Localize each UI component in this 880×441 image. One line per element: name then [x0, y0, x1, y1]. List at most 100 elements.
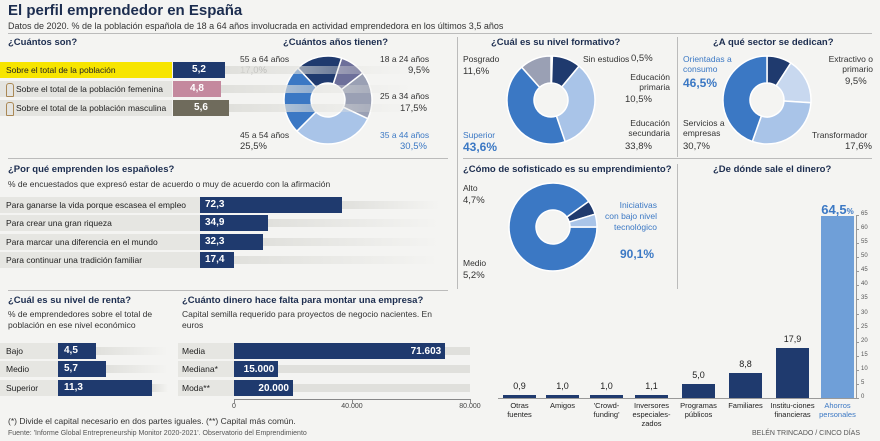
page-subtitle: Datos de 2020. % de la población español…: [8, 21, 504, 31]
porque-row-label: Para marcar una diferencia en el mundo: [6, 237, 158, 247]
renta-row: [0, 343, 58, 359]
edad-value-25: 17,5%: [400, 103, 427, 114]
dinero-value: 17,9: [783, 333, 802, 344]
renta-value: 4,5: [64, 345, 78, 356]
renta-row-label: Medio: [6, 364, 30, 374]
dinero-value: 1,1: [645, 380, 658, 391]
formativo-slice-3: [506, 66, 567, 145]
sof-label-medio: Medio: [463, 258, 487, 268]
form-label-primaria: Educación primaria: [630, 72, 670, 92]
cuantos-bar: 5,6: [173, 100, 229, 116]
renta-track: [105, 365, 168, 373]
dinero-cat-label: Familiares: [728, 401, 763, 410]
form-label-secundaria: Educación secundaria: [628, 118, 670, 138]
dinero-ytick-label: 25: [861, 323, 868, 330]
cuanto-row-label: Moda**: [182, 383, 210, 393]
sector-value-consumo: 46,5%: [683, 76, 718, 90]
form-value-sin: 0,5%: [631, 53, 653, 64]
dinero-bar: [682, 383, 715, 398]
dinero-value: 1,0: [556, 381, 569, 392]
sof-value-alto: 4,7%: [463, 195, 485, 206]
form-label-posgrado: Posgrado: [463, 54, 500, 64]
porque-row-label: Para crear una gran riqueza: [6, 218, 112, 228]
cuanto-row-label: Media: [182, 346, 206, 356]
porque-row-label: Para continuar una tradición familiar: [6, 255, 143, 265]
porque-track: [234, 256, 440, 264]
female-icon: [6, 83, 14, 97]
cuanto-track: [234, 384, 470, 392]
dinero-ytick: [856, 327, 859, 329]
sector-slice-2: [751, 100, 812, 145]
dinero-bar: [503, 395, 536, 398]
cuantos-row: Sobre el total de la población masculina: [0, 100, 172, 116]
dinero-ytick: [856, 271, 859, 273]
form-value-secundaria: 33,8%: [625, 141, 652, 152]
dinero-ytick-label: 45: [861, 267, 868, 274]
dinero-value: 0,9: [513, 381, 526, 392]
sector-label-transformador: Transformador: [812, 130, 868, 140]
renta-value: 5,7: [64, 363, 78, 374]
dinero-ytick: [856, 285, 859, 287]
male-icon: [6, 102, 14, 116]
dinero-cat-label: Programas públicos: [680, 401, 717, 419]
cuanto-row: [178, 343, 234, 359]
cuanto-tick: [352, 399, 353, 403]
cuanto-title: ¿Cuánto dinero hace falta para montar un…: [182, 295, 424, 306]
cuanto-bar: [234, 380, 293, 396]
sector-label-servicios: Servicios a empresas: [683, 118, 725, 138]
sector-value-extractivo: 9,5%: [845, 76, 867, 87]
dinero-cat-label: 'Crowd-funding': [593, 401, 620, 419]
renta-bar: [58, 361, 106, 377]
sof-value-bajo: 90,1%: [620, 247, 655, 261]
formativo-pie: [506, 55, 596, 145]
sofisticado-title: ¿Cómo de sofisticado es su emprendimient…: [463, 164, 672, 175]
dinero-cat-label: Institu-ciones financieras: [770, 401, 815, 419]
sector-label-extractivo: Extractivo o primario: [828, 54, 873, 74]
cuanto-value: 20.000: [258, 383, 289, 394]
dinero-ytick: [856, 299, 859, 301]
cuanto-row: [178, 361, 234, 377]
cuanto-value: 15.000: [243, 364, 275, 375]
source: Fuente: 'Informe Global Entrepreneurship…: [8, 430, 307, 437]
sector-title: ¿A qué sector se dedican?: [713, 37, 834, 48]
dinero-bar: [590, 395, 623, 398]
dinero-pct: %: [846, 207, 854, 217]
edad-label-35: 35 a 44 años: [380, 130, 430, 140]
cuantos-row: Sobre el total de la población femenina: [0, 81, 172, 97]
porque-track: [268, 219, 440, 227]
edad-label-55: 55 a 64 años: [240, 54, 290, 64]
sofisticado-slice-0: [508, 182, 598, 272]
sofisticado-pie: [508, 182, 598, 272]
cuanto-tick: [470, 399, 471, 403]
renta-bar: [58, 343, 96, 359]
cuanto-bar: [234, 343, 446, 359]
dinero-cat-label: Amigos: [549, 401, 575, 410]
dinero-ytick: [856, 355, 859, 357]
dinero-value: 64,5%: [821, 202, 854, 218]
edad-value-35: 30,5%: [400, 141, 427, 152]
renta-bar: [58, 380, 153, 396]
dinero-bar: [635, 394, 668, 398]
dinero-value: 5,0: [692, 369, 705, 380]
cuanto-bar: [234, 361, 279, 377]
cuanto-tick: [234, 399, 235, 403]
cuanto-row-label: Mediana*: [182, 364, 218, 374]
edad-label-45: 45 a 54 años: [240, 130, 290, 140]
dinero-bar: [546, 395, 579, 398]
renta-row-label: Superior: [6, 383, 39, 393]
sector-slice-3: [722, 55, 768, 143]
cuanto-subtitle: Capital semilla requerido para proyectos…: [182, 309, 432, 330]
credit: BELÉN TRINCADO / CINCO DÍAS: [752, 430, 861, 437]
dinero-cat-label: Ahorros personales: [819, 401, 856, 419]
renta-title: ¿Cuál es su nivel de renta?: [8, 295, 132, 306]
cuanto-tick-label: 0: [232, 403, 236, 410]
dinero-ytick: [856, 383, 859, 385]
cuantos-bar: 4,8: [173, 81, 221, 97]
dinero-title: ¿De dónde sale el dinero?: [713, 164, 832, 175]
porque-value: 34,9: [205, 217, 225, 228]
dinero-ytick-label: 65: [861, 211, 868, 217]
porque-bar: [200, 215, 269, 231]
renta-track: [95, 347, 168, 355]
cuantos-row-label: Sobre el total de la población femenina: [16, 84, 163, 94]
dinero-ytick-label: 50: [861, 253, 868, 260]
